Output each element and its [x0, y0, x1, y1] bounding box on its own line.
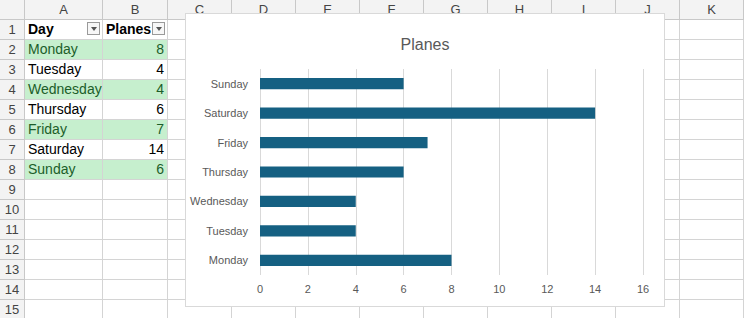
html-text:5: 5 — [8, 102, 16, 117]
html-text:Saturday: Saturday — [28, 141, 84, 157]
html-text:G: G — [450, 2, 461, 17]
html-text:7: 7 — [156, 121, 164, 137]
html-text:K: K — [707, 2, 716, 17]
svg-text:Tuesday: Tuesday — [206, 225, 248, 237]
svg-text:Monday: Monday — [209, 254, 249, 266]
svg-text:6: 6 — [401, 283, 407, 295]
html-text:Monday: Monday — [28, 41, 78, 57]
html-text:4: 4 — [156, 81, 164, 97]
html-text:Thursday: Thursday — [28, 101, 87, 117]
html-text:I: I — [581, 2, 586, 17]
svg-text:Sunday: Sunday — [211, 78, 249, 90]
html-text:2: 2 — [8, 42, 16, 57]
html-text:4: 4 — [156, 61, 164, 77]
svg-text:2: 2 — [305, 283, 311, 295]
svg-text:Wednesday: Wednesday — [190, 195, 248, 207]
svg-text:10: 10 — [493, 283, 505, 295]
html-text:4: 4 — [8, 82, 16, 97]
html-text:3: 3 — [8, 62, 16, 77]
svg-text:14: 14 — [589, 283, 601, 295]
html-text:E: E — [323, 2, 332, 17]
html-text:14: 14 — [4, 282, 20, 297]
html-text:Tuesday: Tuesday — [28, 61, 82, 77]
html-text:Sunday: Sunday — [28, 161, 76, 177]
html-text:6: 6 — [156, 161, 164, 177]
html-text:D: D — [258, 2, 269, 17]
html-text:7: 7 — [8, 142, 16, 157]
html-text:B: B — [130, 2, 140, 17]
html-text:A: A — [59, 2, 68, 17]
html-text:Planes: Planes — [106, 21, 152, 37]
html-text:1: 1 — [8, 22, 16, 37]
html-text:12: 12 — [4, 242, 20, 257]
html-text:13: 13 — [4, 262, 20, 277]
html-text:Day: Day — [28, 21, 54, 37]
html-text:Friday: Friday — [28, 121, 67, 137]
html-text:8: 8 — [156, 41, 164, 57]
html-text:11: 11 — [5, 222, 19, 237]
svg-text:Planes: Planes — [401, 36, 450, 53]
html-text:15: 15 — [4, 302, 20, 317]
html-text:9: 9 — [8, 182, 16, 197]
html-text:Wednesday: Wednesday — [28, 81, 102, 97]
svg-text:Saturday: Saturday — [204, 107, 249, 119]
html-text:F: F — [387, 2, 396, 17]
html-text:6: 6 — [8, 122, 16, 137]
svg-text:Thursday: Thursday — [202, 166, 248, 178]
html-text:8: 8 — [8, 162, 16, 177]
html-text:6: 6 — [156, 101, 164, 117]
html-text:10: 10 — [4, 202, 20, 217]
html-text:C: C — [194, 2, 205, 17]
html-text:J: J — [644, 2, 651, 17]
svg-text:16: 16 — [637, 283, 649, 295]
svg-text:0: 0 — [257, 283, 263, 295]
html-text:H: H — [514, 2, 525, 17]
svg-text:12: 12 — [541, 283, 553, 295]
html-text:14: 14 — [148, 141, 164, 157]
svg-text:4: 4 — [353, 283, 359, 295]
svg-text:8: 8 — [448, 283, 454, 295]
svg-text:Friday: Friday — [217, 137, 248, 149]
